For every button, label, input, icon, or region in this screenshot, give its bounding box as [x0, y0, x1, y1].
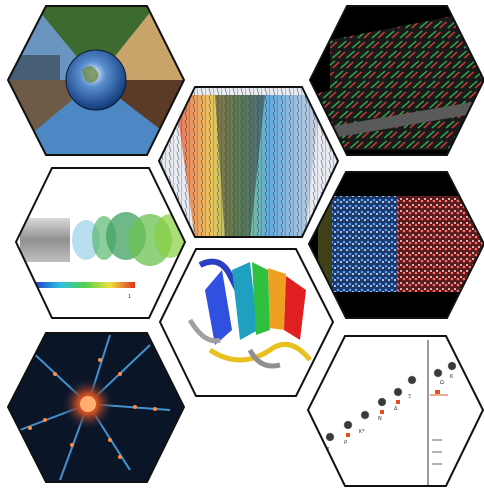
physics-label: Ξ [408, 394, 411, 400]
crop-rows-simulation-tile [308, 5, 484, 156]
particle-physics-plot-tile: ρ K* N Δ Ξ Ω π K [306, 335, 484, 487]
earth-biomes-tile [6, 5, 186, 156]
turbulent-jet-simulation-tile: 0 1 [14, 167, 187, 319]
physics-label: K* [359, 429, 365, 435]
physics-label: K [450, 374, 454, 380]
svg-text:1: 1 [128, 294, 131, 300]
physics-label: Δ [394, 406, 398, 412]
physics-label: ρ [344, 439, 347, 445]
svg-text:0: 0 [35, 294, 38, 300]
molecular-dynamics-box-tile [307, 171, 484, 319]
protein-ribbon-structure-tile [158, 248, 335, 397]
particle-flow-visualization-tile [157, 86, 340, 238]
physics-label: N [378, 416, 382, 422]
neuron-network-tile [6, 332, 186, 483]
physics-label: Ω [440, 380, 444, 386]
